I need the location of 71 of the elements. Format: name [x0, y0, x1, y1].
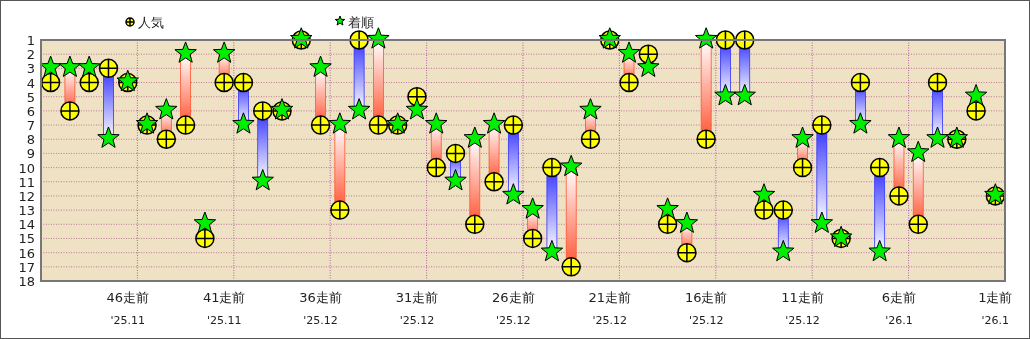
- point: [405, 98, 429, 120]
- point: [907, 140, 930, 163]
- point: [887, 126, 911, 148]
- y-tick-label: 10: [18, 160, 35, 176]
- point: [926, 126, 949, 148]
- point: [637, 55, 660, 77]
- point: [964, 83, 988, 106]
- x-tick-label: 46走前 '25.11: [106, 290, 150, 327]
- point: [444, 169, 467, 191]
- point: [752, 183, 776, 205]
- point: [694, 27, 718, 49]
- point: [772, 239, 795, 262]
- point: [675, 211, 699, 233]
- y-tick-label: 17: [18, 259, 35, 275]
- y-tick-label: 1: [26, 33, 35, 48]
- point: [463, 126, 486, 148]
- point: [78, 55, 101, 77]
- point: [97, 126, 120, 148]
- point: [579, 98, 602, 120]
- point: [617, 41, 641, 63]
- point: [849, 112, 872, 134]
- y-tick-label: 15: [18, 231, 35, 247]
- point: [367, 27, 390, 49]
- y-tick-label: 9: [26, 146, 35, 162]
- x-tick-label: 36走前 '25.12: [299, 290, 342, 327]
- point: [656, 197, 679, 219]
- point: [502, 183, 525, 205]
- x-tick-label: 11走前 '25.12: [781, 290, 824, 327]
- point: [347, 98, 371, 120]
- point: [714, 83, 737, 106]
- legend-label: 人気: [138, 15, 164, 30]
- point: [521, 197, 544, 219]
- x-tick-label: 41走前 '25.11: [202, 290, 246, 327]
- y-tick-label: 11: [18, 174, 35, 190]
- point: [540, 239, 564, 262]
- point: [174, 41, 197, 63]
- point: [328, 112, 352, 134]
- x-tick-label: 26走前 '25.12: [492, 290, 535, 327]
- point: [155, 98, 178, 120]
- point: [425, 112, 448, 134]
- point: [560, 154, 583, 177]
- point: [810, 211, 834, 233]
- point: [309, 55, 332, 77]
- x-tick-label: 31走前 '25.12: [395, 290, 439, 327]
- y-tick-label: 12: [18, 188, 35, 204]
- y-tick-label: 2: [26, 47, 35, 63]
- point: [212, 41, 236, 63]
- x-tick-label: 6走前 '26.1: [881, 290, 917, 327]
- point: [193, 211, 217, 233]
- y-tick-label: 5: [26, 89, 35, 105]
- point: [251, 169, 274, 191]
- y-tick-label: 14: [18, 217, 35, 233]
- y-tick-label: 13: [18, 203, 35, 219]
- legend-label: 着順: [348, 15, 374, 30]
- x-tick-label: 1走前 '26.1: [978, 290, 1013, 327]
- y-tick-label: 4: [26, 75, 35, 91]
- point: [39, 55, 62, 77]
- point: [868, 239, 891, 262]
- y-tick-label: 16: [18, 245, 35, 261]
- y-tick-label: 3: [26, 61, 35, 77]
- y-tick-label: 18: [18, 274, 35, 289]
- y-tick-label: 8: [26, 132, 35, 148]
- y-tick-label: 7: [26, 118, 35, 134]
- x-tick-label: 21走前 '25.12: [588, 290, 632, 327]
- x-tick-label: 16走前 '25.12: [684, 290, 728, 327]
- point: [58, 55, 82, 77]
- point: [733, 83, 756, 106]
- point: [232, 112, 255, 134]
- point: [482, 112, 506, 134]
- point: [791, 126, 814, 148]
- y-tick-label: 6: [26, 103, 35, 119]
